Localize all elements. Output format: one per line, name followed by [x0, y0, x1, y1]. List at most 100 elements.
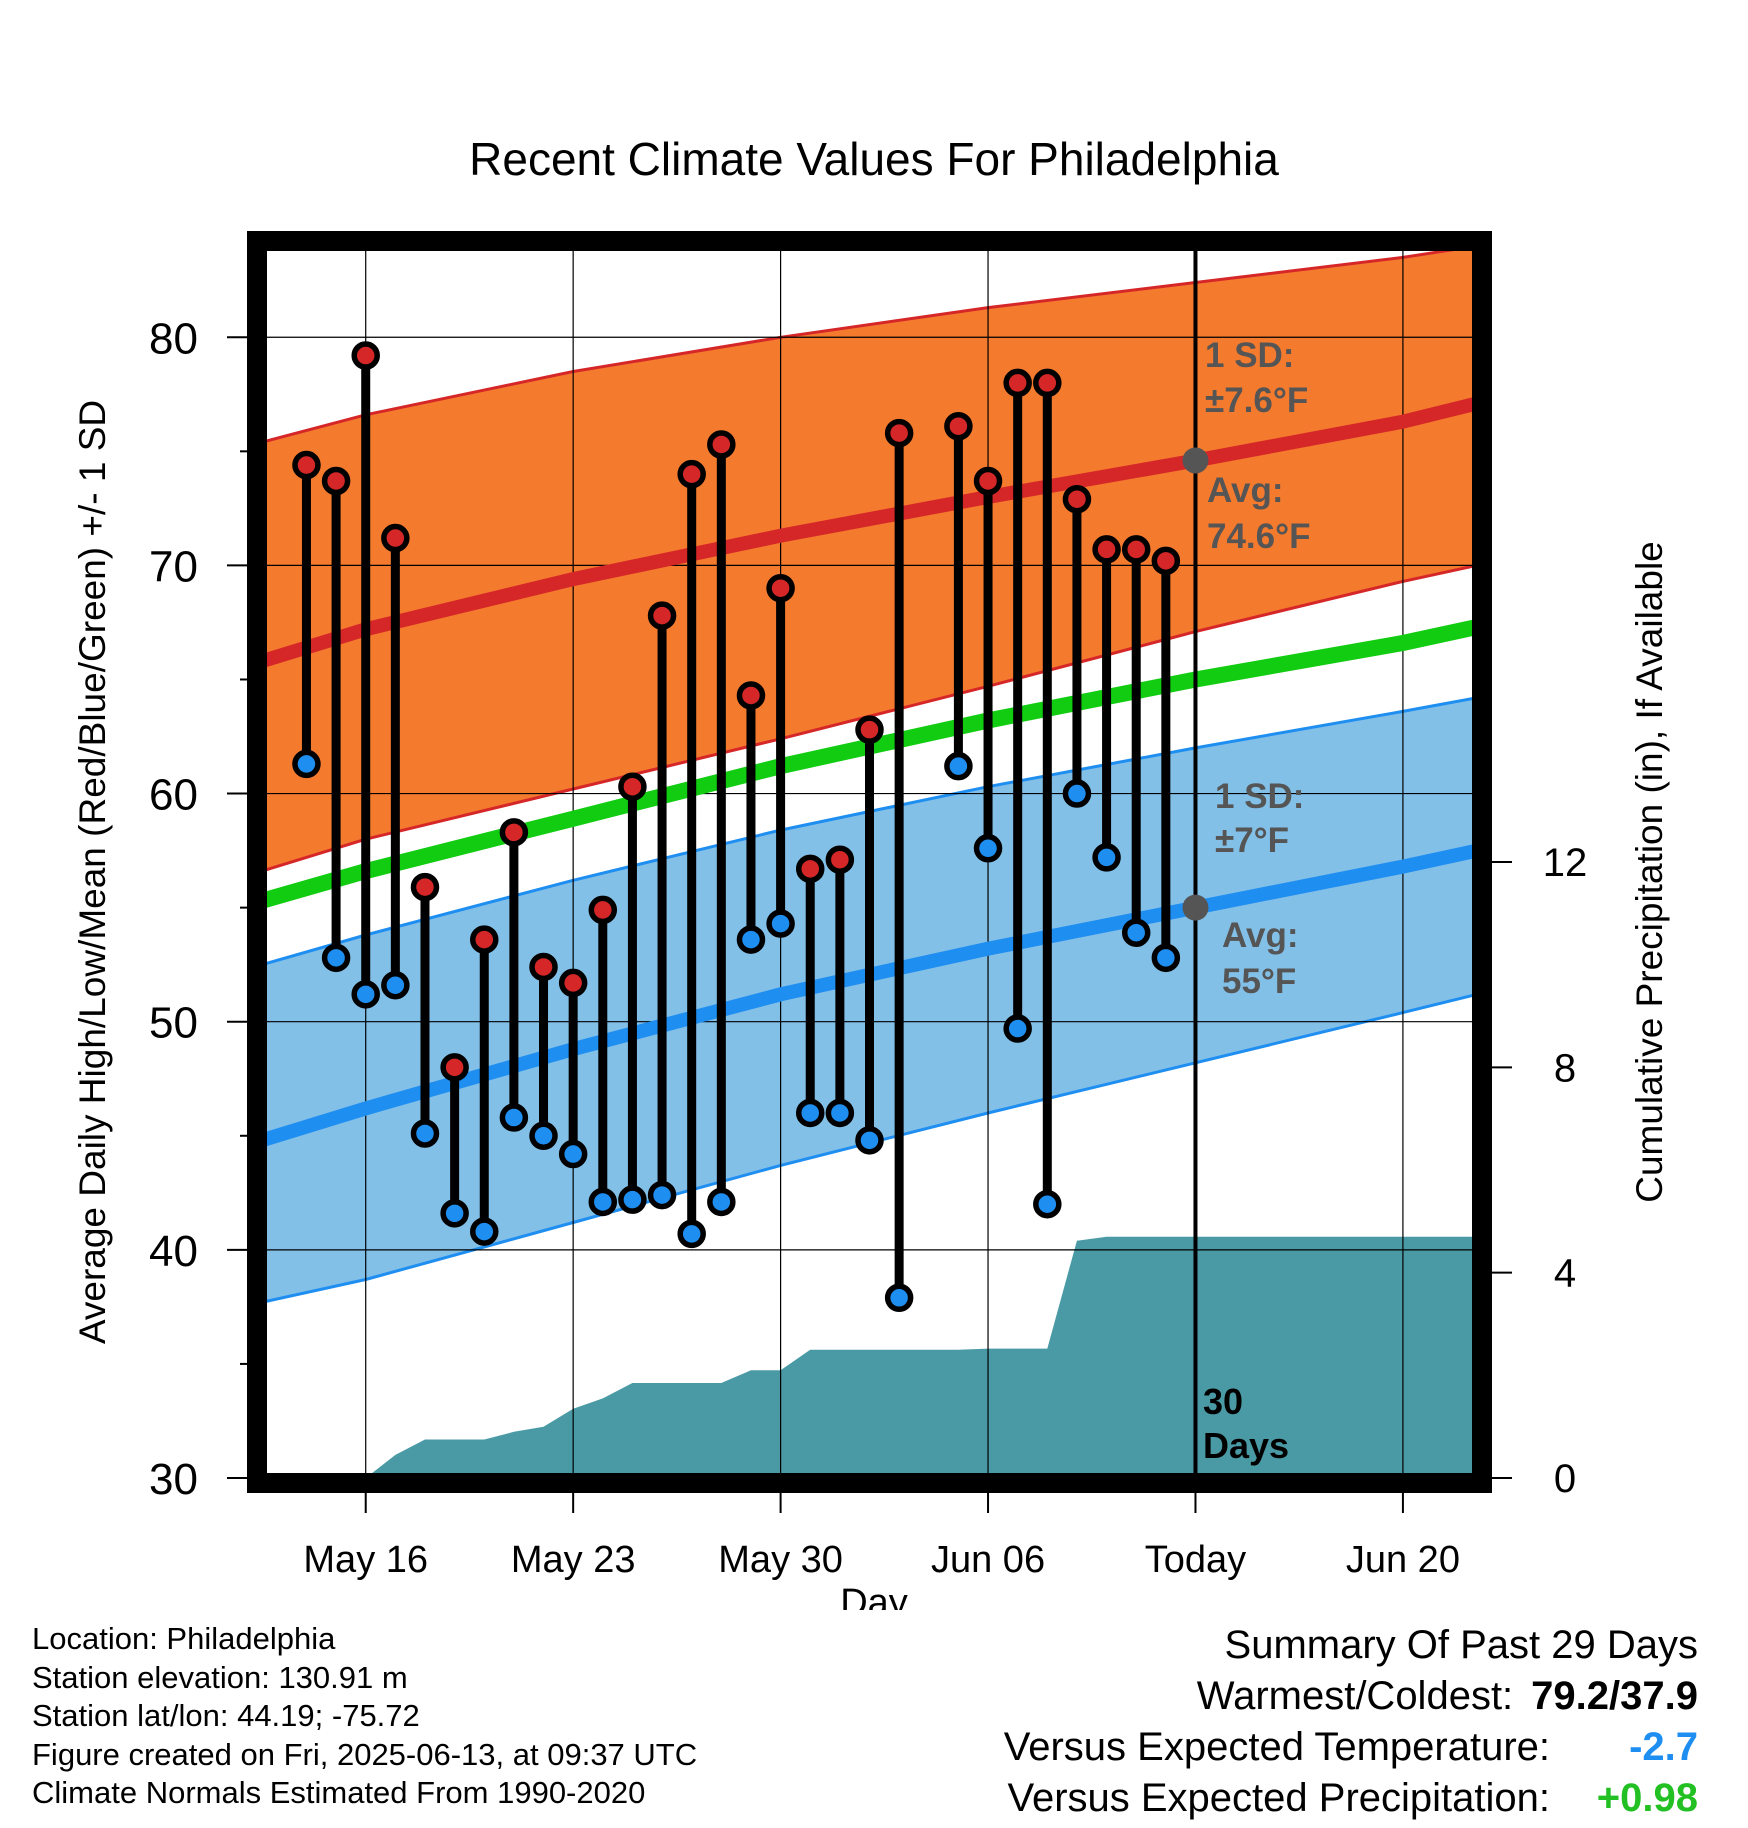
low-point [973, 834, 1003, 863]
low-point [647, 1180, 677, 1210]
normals-note-text: Climate Normals Estimated From 1990-2020 [32, 1775, 646, 1810]
x-tick-label: May 16 [303, 1539, 428, 1581]
y2-tick-label: 4 [1554, 1252, 1576, 1296]
summary-panel: Summary Of Past 29 Days Warmest/Coldest:… [1004, 1620, 1698, 1824]
annotation-value: ±7°F [1215, 821, 1289, 860]
y-tick-label: 70 [149, 542, 198, 591]
low-upper-line [262, 696, 1477, 967]
high-point [351, 341, 380, 370]
high-point [470, 925, 499, 954]
annotation-value: ±7.6°F [1205, 381, 1308, 420]
y2-tick-label: 8 [1554, 1046, 1576, 1090]
y-tick-label: 80 [149, 314, 198, 363]
annotation-label: Avg: [1222, 916, 1298, 955]
temp-value: -2.7 [1629, 1725, 1698, 1769]
high-point [677, 459, 706, 489]
warmest-label: Warmest/Coldest: [1196, 1674, 1514, 1718]
y-tick-label: 30 [149, 1455, 198, 1504]
mean-line [262, 619, 1477, 909]
low-point [1062, 779, 1092, 808]
high-upper-line [262, 246, 1477, 444]
low-point [855, 1126, 884, 1155]
y2-tick-label: 0 [1554, 1457, 1576, 1501]
precip-label: Versus Expected Precipitation: [1007, 1776, 1550, 1820]
today-days-text: Days [1203, 1425, 1289, 1466]
low-point [292, 749, 321, 779]
station-info: Location: Philadelphia Station elevation… [32, 1620, 697, 1813]
low-point [351, 980, 380, 1009]
precip-value: +0.98 [1596, 1776, 1698, 1820]
high-point [1092, 535, 1121, 564]
latlon-text: Station lat/lon: 44.19; -75.72 [32, 1698, 420, 1733]
today-days-number: 30 [1203, 1381, 1243, 1422]
low-point [410, 1119, 440, 1148]
x-tick-label: May 23 [511, 1539, 636, 1581]
low-point [529, 1121, 558, 1151]
plot-contents [262, 246, 1477, 1478]
plot-area: 1 SD: ±7.6°F Avg: 74.6°F 1 SD: ±7°F Avg: 55°F 30… [149, 231, 1588, 1581]
annotation-label: Avg: [1207, 471, 1283, 510]
location-text: Location: Philadelphia [32, 1621, 336, 1656]
low-point [884, 1283, 914, 1313]
high-mean-line [262, 396, 1477, 668]
x-tick-label: Jun 06 [931, 1539, 1045, 1581]
high-point [558, 968, 588, 998]
summary-precip-row: Versus Expected Precipitation: +0.98 [1004, 1773, 1698, 1824]
high-point [855, 715, 884, 744]
high-point [707, 430, 736, 459]
precipitation-area [365, 1236, 1477, 1478]
low-lower-line [262, 992, 1477, 1304]
high-point [321, 466, 351, 496]
high-point [647, 601, 677, 630]
high-point [795, 854, 825, 884]
low-point [440, 1199, 469, 1228]
y2-tick-label: 12 [1543, 841, 1588, 885]
chart-title: Recent Climate Values For Philadelphia [469, 133, 1279, 185]
high-point [884, 418, 914, 448]
low-point [321, 943, 351, 973]
annotation-label: 1 SD: [1215, 777, 1304, 816]
x-tick-label: Today [1145, 1539, 1246, 1581]
temp-label: Versus Expected Temperature: [1003, 1725, 1550, 1769]
annotation-value: 55°F [1222, 962, 1296, 1001]
high-point [440, 1053, 469, 1082]
low-point [470, 1217, 499, 1246]
high-point [825, 845, 855, 874]
summary-warmest-row: Warmest/Coldest: 79.2/37.9 [1004, 1671, 1698, 1722]
y-tick-label: 50 [149, 999, 198, 1048]
high-point [1062, 484, 1092, 514]
annotation-value: 74.6°F [1207, 517, 1311, 556]
today-high-avg-marker [1182, 447, 1209, 474]
high-point [410, 872, 440, 902]
elevation-text: Station elevation: 130.91 m [32, 1659, 408, 1695]
low-point [1092, 843, 1121, 872]
low-point [558, 1139, 588, 1169]
high-point [944, 411, 973, 441]
low-point [677, 1219, 706, 1249]
low-point [499, 1103, 529, 1132]
high-point [1151, 546, 1181, 576]
high-lower-line [262, 563, 1477, 873]
plot-frame [247, 231, 1492, 1493]
annotation-label: 1 SD: [1205, 336, 1294, 375]
low-point [825, 1098, 855, 1128]
warmest-value: 79.2/37.9 [1531, 1674, 1698, 1718]
low-point [736, 925, 766, 954]
low-point [588, 1187, 618, 1217]
high-point [1033, 368, 1062, 398]
low-point [1121, 918, 1151, 947]
x-axis-label: Day [840, 1582, 908, 1610]
high-point [1121, 535, 1151, 564]
x-tick-label: May 30 [718, 1539, 843, 1581]
high-point [766, 573, 795, 603]
low-point [795, 1098, 825, 1128]
created-text: Figure created on Fri, 2025-06-13, at 09… [32, 1736, 698, 1772]
high-point [499, 818, 529, 847]
x-tick-label: Jun 20 [1346, 1539, 1460, 1581]
climate-chart: Recent Climate Values For Philadelphia A… [72, 133, 1670, 1610]
high-sd-band [262, 246, 1477, 872]
y2-axis-label: Cumulative Precipitation (in), If Availa… [1629, 541, 1670, 1203]
y-axis-label: Average Daily High/Low/Mean (Red/Blue/Gr… [72, 400, 113, 1344]
low-point [944, 751, 973, 781]
low-point [1033, 1189, 1062, 1219]
